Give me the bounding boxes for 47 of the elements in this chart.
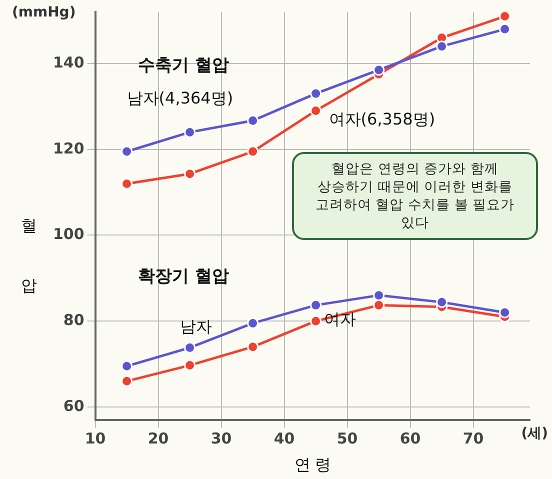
point [247,114,259,126]
point [373,299,385,311]
x-tick-label: 60 [400,430,421,448]
y-tick-label: 120 [53,139,84,158]
point [184,126,196,138]
point [373,64,385,76]
point [499,12,511,22]
point [247,146,259,158]
point [247,341,259,353]
note-box: 혈압은 연령의 증가와 함께 상승하기 때문에 이러한 변화를 고려하여 혈압 수치를 볼 필요가 있다 [292,152,538,240]
x-axis-title: 연 령 [294,456,331,474]
series-label: 여자 [324,309,356,328]
annotation: 확장기 혈압 [138,266,229,286]
x-tick-label: 10 [84,430,106,448]
point [247,317,259,329]
point [121,178,133,190]
text: (mmHg) [12,4,76,21]
point [310,104,322,116]
series-label: 남자(4,364명) [126,88,234,108]
point [499,23,511,35]
series-label: 여자(6,358명) [328,109,436,128]
x-tick-label: 30 [210,430,232,448]
point [436,296,448,308]
y-tick-label: 60 [63,396,84,415]
point [184,360,196,372]
y-tick-label: 140 [53,53,84,72]
point [310,88,322,100]
point [184,342,196,354]
annotation: 수축기 혈압 [138,55,229,76]
text: (세) [521,425,548,442]
point [436,40,448,52]
x-tick-label: 40 [274,430,295,448]
y-tick-label: 100 [53,225,84,244]
point [310,315,322,327]
point [121,360,133,372]
x-tick-label: 50 [336,430,358,448]
point [121,375,133,387]
point [184,168,196,180]
point [310,299,322,311]
x-tick-label: 20 [148,430,169,448]
point [499,306,511,318]
y-tick-label: 80 [63,310,84,329]
x-tick-label: 70 [462,430,484,448]
point [121,146,133,158]
point [373,290,385,302]
text: 혈 압 [21,216,37,295]
series-label: 남자 [180,316,212,336]
